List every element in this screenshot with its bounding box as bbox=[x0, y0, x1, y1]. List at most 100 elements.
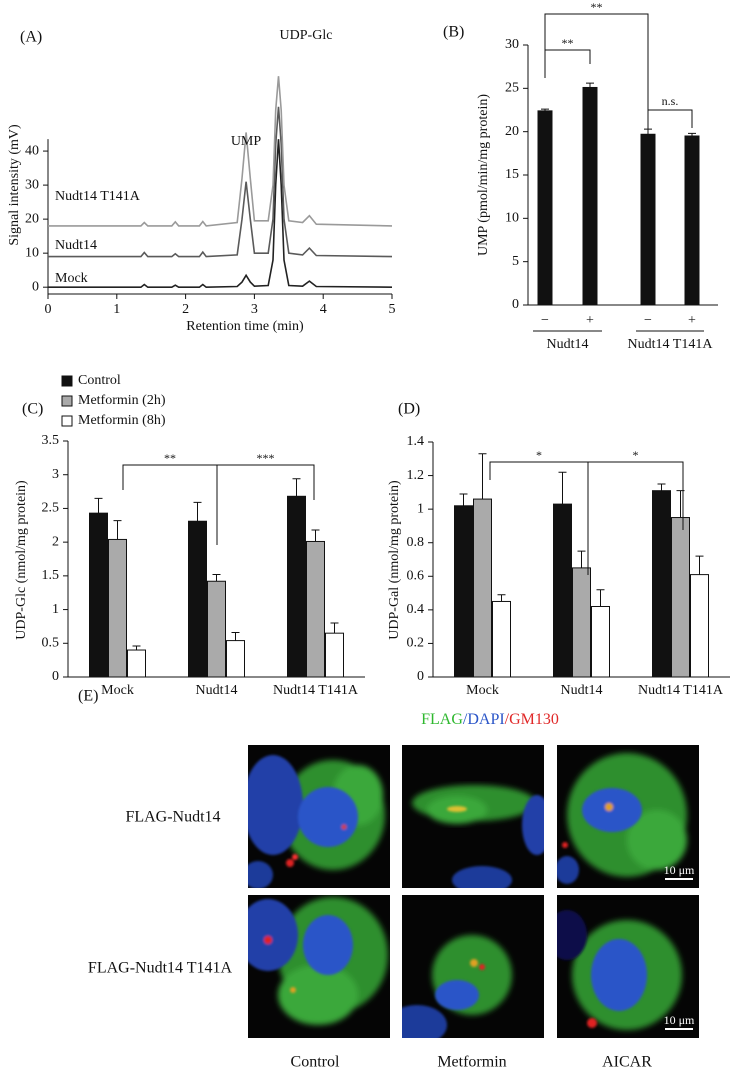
panel-label: (E) bbox=[78, 688, 98, 705]
title-part: / bbox=[463, 711, 468, 728]
y-tick-label: 1.5 bbox=[42, 568, 60, 583]
significance-label: ** bbox=[164, 451, 176, 465]
significance-label: ** bbox=[562, 36, 574, 50]
y-tick-label: 0.8 bbox=[407, 535, 425, 550]
bar bbox=[640, 133, 656, 306]
column-label: Control bbox=[291, 1054, 340, 1071]
column-label: AICAR bbox=[602, 1054, 652, 1071]
trace bbox=[48, 106, 393, 258]
y-tick-label: 5 bbox=[512, 254, 519, 269]
group-label: Nudt14 bbox=[547, 337, 589, 352]
y-axis-title: UDP-Gal (nmol/mg protein) bbox=[387, 480, 402, 640]
error-bar bbox=[688, 132, 696, 136]
x-tick-label: Mock bbox=[466, 683, 499, 698]
panel-label: (C) bbox=[22, 401, 43, 418]
bar bbox=[226, 640, 245, 678]
bar bbox=[582, 86, 598, 306]
y-tick-label: 20 bbox=[25, 211, 39, 226]
y-tick-label: 40 bbox=[25, 143, 39, 158]
peak-label: UDP-Glc bbox=[280, 28, 333, 43]
bar bbox=[473, 498, 492, 678]
column-label: Metformin bbox=[437, 1054, 506, 1071]
bar bbox=[188, 520, 207, 678]
trace bbox=[48, 76, 393, 227]
scale-bar-label: 10 μm bbox=[664, 1013, 695, 1027]
title-part: FLAG bbox=[421, 711, 463, 728]
y-tick-label: 2.5 bbox=[42, 501, 60, 516]
significance-bracket bbox=[489, 461, 589, 575]
x-axis-title: Retention time (min) bbox=[186, 319, 304, 334]
y-tick-label: 2 bbox=[52, 534, 59, 549]
legend-label: Metformin (8h) bbox=[78, 413, 166, 428]
significance-label: ** bbox=[591, 0, 603, 14]
x-tick-label: 4 bbox=[320, 302, 327, 317]
legend-swatch bbox=[61, 395, 73, 407]
error-bar bbox=[586, 82, 594, 88]
y-tick-label: 1 bbox=[417, 501, 424, 516]
x-tick-label: 5 bbox=[389, 302, 396, 317]
error-bar bbox=[695, 555, 704, 575]
y-tick-label: 3 bbox=[52, 467, 59, 482]
y-axis-title: UDP-Glc (nmol/mg protein) bbox=[14, 480, 29, 640]
y-tick-label: 0 bbox=[417, 669, 424, 684]
legend-label: Control bbox=[78, 373, 121, 388]
bar bbox=[652, 490, 671, 678]
x-tick-label: Mock bbox=[101, 683, 134, 698]
error-bar bbox=[94, 497, 103, 514]
bar bbox=[591, 606, 610, 678]
error-bar bbox=[577, 550, 586, 568]
error-bar bbox=[657, 483, 666, 491]
y-axis-title: Signal intensity (mV) bbox=[7, 124, 22, 246]
error-bar bbox=[292, 478, 301, 497]
significance-bracket bbox=[587, 461, 684, 575]
panel-label: (D) bbox=[398, 401, 420, 418]
error-bar bbox=[478, 453, 487, 500]
bar bbox=[108, 538, 127, 678]
bar bbox=[306, 540, 325, 678]
bar bbox=[537, 110, 553, 306]
y-tick-label: 3.5 bbox=[42, 433, 60, 448]
x-tick-label: 0 bbox=[45, 302, 52, 317]
panel-title: FLAG/DAPI/GM130 bbox=[421, 711, 559, 728]
y-tick-label: 0.4 bbox=[407, 602, 425, 617]
significance-label: * bbox=[536, 448, 542, 462]
error-bar bbox=[558, 471, 567, 505]
error-bar bbox=[132, 645, 141, 651]
series-label: Mock bbox=[55, 271, 88, 286]
title-part: DAPI bbox=[467, 711, 504, 728]
title-part: / bbox=[505, 711, 510, 728]
bar bbox=[684, 135, 700, 306]
panel-label: (A) bbox=[20, 29, 42, 46]
x-tick-label: 1 bbox=[113, 302, 120, 317]
error-bar bbox=[541, 108, 549, 111]
x-tick-label: − bbox=[644, 313, 652, 328]
significance-bracket bbox=[544, 49, 591, 78]
bar bbox=[671, 517, 690, 678]
y-tick-label: 30 bbox=[505, 37, 519, 52]
title-part: GM130 bbox=[509, 711, 559, 728]
series-label: Nudt14 T141A bbox=[55, 189, 141, 204]
x-tick-label: 3 bbox=[251, 302, 258, 317]
bar bbox=[207, 580, 226, 678]
x-tick-label: Nudt14 bbox=[561, 683, 603, 698]
significance-bracket bbox=[544, 13, 649, 148]
bar bbox=[553, 503, 572, 678]
x-tick-label: − bbox=[541, 313, 549, 328]
error-bar bbox=[596, 589, 605, 607]
error-bar bbox=[231, 631, 240, 641]
bar bbox=[492, 600, 511, 678]
error-bar bbox=[459, 493, 468, 506]
legend-label: Metformin (2h) bbox=[78, 393, 166, 408]
y-tick-label: 25 bbox=[505, 81, 519, 96]
x-tick-label: + bbox=[586, 313, 594, 328]
error-bar bbox=[212, 574, 221, 582]
micrograph bbox=[248, 745, 699, 1038]
significance-bracket bbox=[216, 464, 315, 545]
y-tick-label: 10 bbox=[25, 245, 39, 260]
significance-label: *** bbox=[257, 451, 275, 465]
x-tick-label: 2 bbox=[182, 302, 189, 317]
x-tick-label: Nudt14 T141A bbox=[273, 683, 359, 698]
significance-label: * bbox=[633, 448, 639, 462]
significance-bracket bbox=[647, 109, 693, 130]
